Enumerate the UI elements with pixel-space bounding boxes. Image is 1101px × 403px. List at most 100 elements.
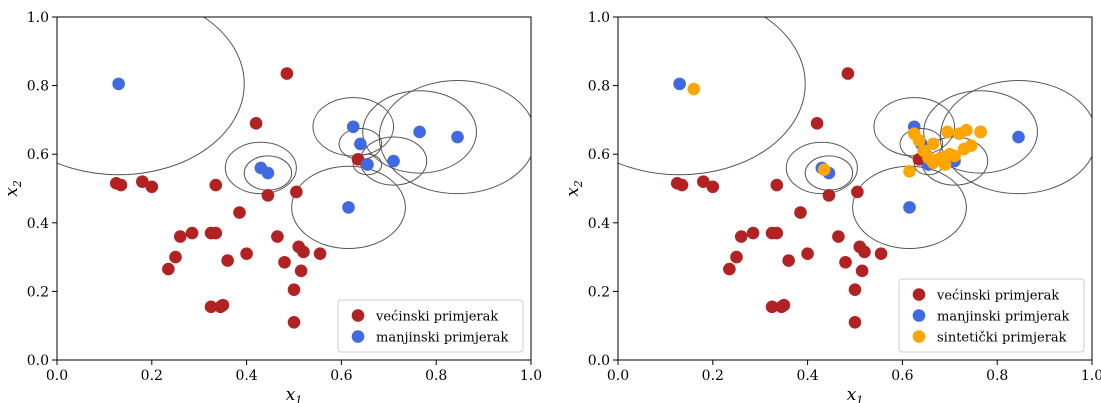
data-point <box>794 206 807 219</box>
data-point <box>855 264 869 278</box>
data-point <box>770 178 784 192</box>
data-point <box>413 125 426 139</box>
data-point <box>734 230 748 243</box>
data-point <box>948 149 961 163</box>
radius-circle <box>291 165 406 250</box>
chart-panel-1: 0.0 0.2 0.4 0.6 0.8 1.0 0.0 0.2 0.4 0.6 0.8 1.0 x1 x2… <box>2 10 542 403</box>
x-axis-label: x1 <box>847 385 864 403</box>
data-point <box>112 77 125 91</box>
data-point <box>817 163 831 176</box>
data-point <box>848 315 862 329</box>
series-1 <box>109 67 365 329</box>
data-point <box>240 247 253 260</box>
y-tick-label: 0.4 <box>588 216 610 232</box>
data-point <box>346 120 360 134</box>
data-point <box>706 180 720 194</box>
data-point <box>185 226 199 240</box>
data-point <box>297 245 310 259</box>
data-point <box>287 283 301 296</box>
x-tick-label: 1.0 <box>520 368 542 384</box>
data-point <box>233 206 246 219</box>
radius-circle <box>923 90 1038 174</box>
data-point <box>912 134 926 147</box>
data-point <box>290 185 303 199</box>
radius-circle <box>939 79 1092 195</box>
x-tick-label: 1.0 <box>1081 368 1101 384</box>
radius-circles <box>57 17 531 250</box>
data-point <box>810 117 824 130</box>
data-point <box>145 180 159 194</box>
x-tick-label: 0.2 <box>702 368 724 384</box>
data-point <box>903 165 916 178</box>
legend-marker <box>912 309 926 322</box>
x-tick-label: 0.2 <box>141 368 163 384</box>
data-point <box>294 264 308 278</box>
legend-marker <box>912 288 926 301</box>
data-point <box>451 130 464 144</box>
data-point <box>204 300 218 314</box>
radius-circle <box>362 90 477 174</box>
data-point <box>974 125 987 139</box>
radius-circles <box>618 17 1092 250</box>
y-tick-label: 0.6 <box>588 147 610 163</box>
data-point <box>832 230 845 243</box>
data-point <box>271 230 284 243</box>
data-point <box>723 262 736 276</box>
y-axis-label: x2 <box>2 180 24 197</box>
y-tick-label: 0.0 <box>27 353 49 369</box>
radius-circle <box>352 153 383 176</box>
data-point <box>361 158 374 171</box>
x-tick-label: 0.6 <box>891 368 913 384</box>
data-point <box>697 175 710 188</box>
data-point <box>209 178 223 192</box>
chart-panel-2: 0.0 0.2 0.4 0.6 0.8 1.0 0.0 0.2 0.4 0.6 0.8 1.0 x1 x2… <box>563 10 1101 403</box>
data-point <box>938 158 952 171</box>
y-tick-label: 0.0 <box>588 353 610 369</box>
legend-box <box>898 278 1085 353</box>
series-2 <box>112 77 464 214</box>
x-tick-label: 0.0 <box>607 368 629 384</box>
legend-label: sintetički primjerak <box>937 331 1067 346</box>
legend-marker <box>351 309 365 322</box>
radius-circle <box>785 141 858 195</box>
y-tick-label: 1.0 <box>27 10 49 26</box>
data-point <box>675 178 689 192</box>
legend-label: manjinski primjerak <box>376 331 509 346</box>
data-point <box>216 298 230 312</box>
data-point <box>960 123 973 137</box>
y-tick-label: 0.8 <box>27 79 49 95</box>
data-point <box>173 230 187 243</box>
radius-circle <box>57 17 245 176</box>
data-point <box>342 201 355 214</box>
legend-label: većinski primjerak <box>375 310 498 325</box>
data-point <box>287 315 301 329</box>
data-point <box>136 175 149 188</box>
data-point <box>209 226 223 240</box>
data-point <box>782 254 795 267</box>
data-point <box>964 139 978 152</box>
data-point <box>874 247 888 260</box>
series-3 <box>687 82 987 178</box>
data-point <box>313 247 327 260</box>
plot-frame <box>617 16 1093 361</box>
y-tick-label: 0.6 <box>27 147 49 163</box>
data-point <box>169 250 182 264</box>
data-point <box>221 254 234 267</box>
data-point <box>162 262 175 276</box>
radius-circle <box>618 17 806 176</box>
data-point <box>730 250 743 264</box>
data-point <box>280 67 294 80</box>
data-point <box>801 247 814 260</box>
legend-box <box>337 299 524 353</box>
legend: većinski primjerak manjinski primjerak sin… <box>898 278 1085 353</box>
data-point <box>114 178 128 192</box>
legend-label: manjinski primjerak <box>937 310 1070 325</box>
data-point <box>841 67 855 80</box>
y-tick-label: 0.4 <box>27 216 49 232</box>
y-axis-label: x2 <box>563 180 585 197</box>
y-tick-label: 0.2 <box>27 284 49 300</box>
data-point <box>851 185 864 199</box>
data-point <box>278 255 291 269</box>
legend-label: većinski primjerak <box>936 289 1059 304</box>
data-point <box>941 125 954 139</box>
